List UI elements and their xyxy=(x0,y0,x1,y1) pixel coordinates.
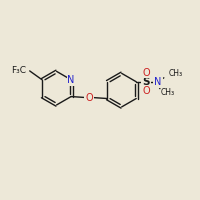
Text: O: O xyxy=(142,86,150,96)
Text: CH₃: CH₃ xyxy=(169,69,183,78)
Text: CH₃: CH₃ xyxy=(161,88,175,97)
Text: N: N xyxy=(67,75,75,85)
Text: F₃C: F₃C xyxy=(11,66,26,75)
Text: O: O xyxy=(85,93,93,103)
Text: N: N xyxy=(154,77,162,87)
Text: S: S xyxy=(142,77,150,87)
Text: O: O xyxy=(142,68,150,78)
